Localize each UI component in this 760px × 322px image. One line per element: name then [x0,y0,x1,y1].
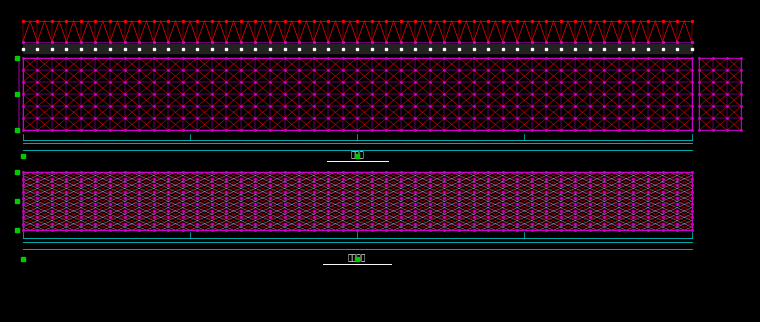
Text: 顶视平面: 顶视平面 [348,253,366,262]
Bar [699,58,741,130]
Bar [23,58,692,130]
Text: 纵剖面: 纵剖面 [350,150,364,159]
Bar [23,172,692,230]
